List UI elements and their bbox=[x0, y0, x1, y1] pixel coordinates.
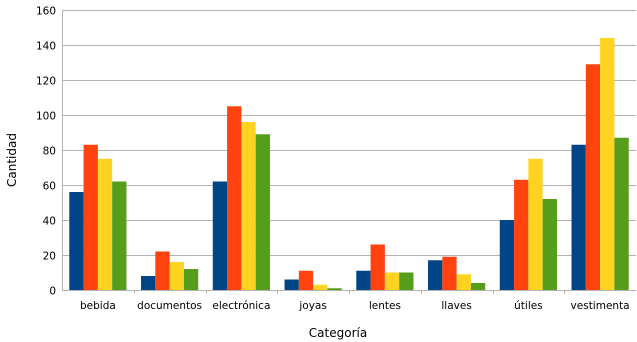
y-tick-label: 40 bbox=[43, 216, 56, 228]
x-tick-label: útiles bbox=[514, 300, 543, 312]
bar bbox=[356, 270, 371, 290]
x-tick-label: llaves bbox=[441, 300, 471, 312]
bar bbox=[97, 158, 113, 290]
x-tick-label: electrónica bbox=[212, 300, 270, 312]
y-tick-label: 120 bbox=[36, 76, 56, 88]
y-tick-label: 60 bbox=[43, 181, 56, 193]
bar bbox=[585, 64, 601, 290]
x-tick-labels: bebida documentos electrónica joyas lentes ll… bbox=[80, 300, 630, 312]
axes bbox=[62, 10, 636, 294]
y-tick-label: 140 bbox=[36, 41, 56, 53]
bars bbox=[69, 38, 629, 290]
y-tick-label: 0 bbox=[49, 286, 56, 298]
bar bbox=[528, 158, 543, 290]
bar bbox=[614, 137, 629, 290]
y-tick-label: 80 bbox=[43, 146, 56, 158]
x-tick-label: bebida bbox=[80, 300, 116, 312]
bar bbox=[514, 179, 529, 290]
x-axis-title: Categoría bbox=[309, 326, 367, 340]
bar bbox=[428, 260, 443, 290]
bar bbox=[370, 244, 385, 290]
x-tick-label: documentos bbox=[137, 300, 202, 312]
bar bbox=[313, 284, 328, 290]
bar bbox=[542, 199, 557, 290]
bar bbox=[212, 181, 228, 290]
bar bbox=[284, 279, 299, 290]
bar bbox=[255, 134, 270, 290]
y-tick-label: 20 bbox=[43, 251, 56, 263]
y-tick-label: 100 bbox=[36, 111, 56, 123]
x-tick-label: lentes bbox=[369, 300, 401, 312]
bar bbox=[298, 270, 314, 290]
bar bbox=[183, 269, 199, 290]
x-tick-label: vestimenta bbox=[571, 300, 630, 312]
bar bbox=[384, 272, 400, 290]
bar bbox=[83, 144, 98, 290]
bar bbox=[456, 274, 471, 290]
bar bbox=[600, 38, 615, 290]
bar bbox=[399, 272, 414, 290]
bar bbox=[169, 262, 184, 290]
bar bbox=[499, 220, 515, 290]
bar bbox=[571, 144, 586, 290]
x-tick-label: joyas bbox=[298, 300, 326, 312]
bar bbox=[155, 251, 170, 290]
bar bbox=[227, 106, 242, 290]
y-tick-labels: 0 20 40 60 80 100 120 140 160 bbox=[36, 6, 56, 298]
bar bbox=[112, 181, 127, 290]
bar bbox=[241, 122, 256, 290]
bar bbox=[69, 192, 84, 290]
bar bbox=[327, 288, 342, 290]
bar bbox=[470, 283, 486, 290]
bar bbox=[141, 276, 156, 290]
y-axis-title: Cantidad bbox=[5, 133, 19, 187]
y-tick-label: 160 bbox=[36, 6, 56, 18]
bar bbox=[442, 256, 457, 290]
